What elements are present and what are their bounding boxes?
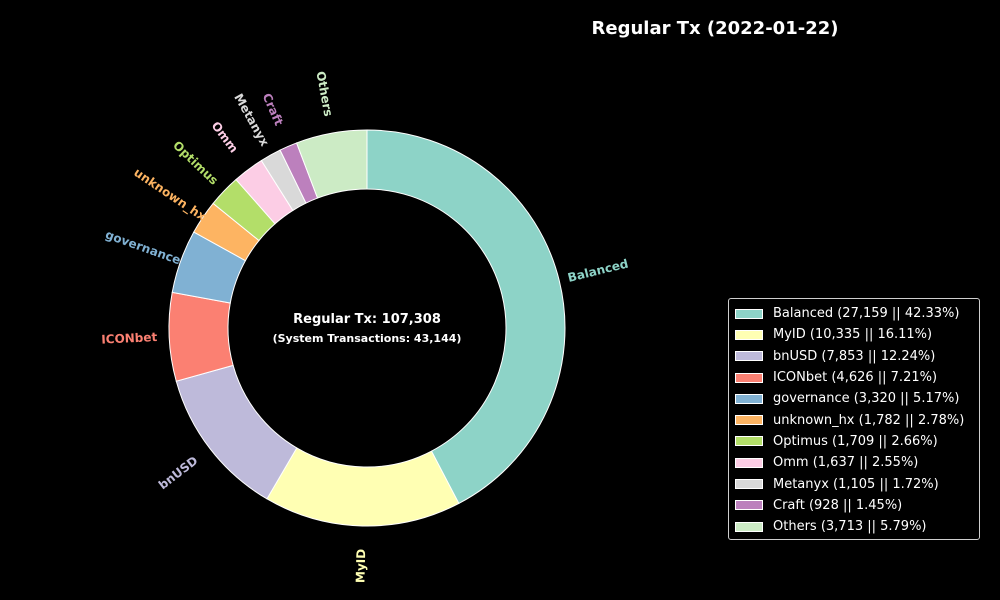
slice-label-unknown-hx: unknown_hx	[131, 165, 209, 224]
slice-myid	[266, 447, 460, 527]
legend-swatch	[735, 436, 763, 447]
slice-others	[295, 129, 368, 199]
legend-swatch	[735, 500, 763, 511]
legend: Balanced (27,159 || 42.33%) MyID (10,335 …	[728, 298, 980, 540]
legend-item: MyID (10,335 || 16.11%)	[735, 324, 979, 345]
legend-label: Metanyx (1,105 || 1.72%)	[773, 476, 939, 492]
legend-label: Balanced (27,159 || 42.33%)	[773, 306, 960, 322]
slice-label-myid: MyID	[353, 549, 368, 584]
legend-label: Omm (1,637 || 2.55%)	[773, 455, 919, 471]
legend-item: Metanyx (1,105 || 1.72%)	[735, 473, 979, 494]
legend-label: governance (3,320 || 5.17%)	[773, 391, 960, 407]
slice-bnusd	[175, 364, 298, 500]
legend-label: Others (3,713 || 5.79%)	[773, 519, 927, 535]
legend-item: bnUSD (7,853 || 12.24%)	[735, 346, 979, 367]
legend-label: ICONbet (4,626 || 7.21%)	[773, 370, 938, 386]
legend-label: Optimus (1,709 || 2.66%)	[773, 433, 938, 449]
slice-label-optimus: Optimus	[170, 138, 221, 187]
legend-swatch	[735, 308, 763, 319]
slices-group	[168, 129, 566, 527]
slice-label-governance: governance	[103, 227, 182, 267]
chart-title: Regular Tx (2022-01-22)	[591, 18, 839, 39]
legend-item: Craft (928 || 1.45%)	[735, 495, 979, 516]
legend-label: unknown_hx (1,782 || 2.78%)	[773, 412, 965, 428]
slice-label-others: Others	[313, 70, 335, 117]
legend-swatch	[735, 415, 763, 426]
legend-swatch	[735, 521, 763, 532]
legend-item: ICONbet (4,626 || 7.21%)	[735, 367, 979, 388]
legend-label: Craft (928 || 1.45%)	[773, 497, 903, 513]
legend-label: bnUSD (7,853 || 12.24%)	[773, 348, 936, 364]
legend-item: Balanced (27,159 || 42.33%)	[735, 303, 979, 324]
legend-swatch	[735, 329, 763, 340]
legend-item: governance (3,320 || 5.17%)	[735, 388, 979, 409]
center-text-total: Regular Tx: 107,308	[293, 312, 441, 327]
slice-label-omm: Omm	[209, 119, 241, 156]
legend-item: Optimus (1,709 || 2.66%)	[735, 431, 979, 452]
slice-iconbet	[168, 291, 234, 382]
legend-swatch	[735, 393, 763, 404]
legend-label: MyID (10,335 || 16.11%)	[773, 327, 933, 343]
slice-label-balanced: Balanced	[566, 257, 629, 285]
legend-swatch	[735, 351, 763, 362]
slice-label-iconbet: ICONbet	[101, 330, 158, 347]
center-text-system: (System Transactions: 43,144)	[273, 332, 462, 345]
legend-swatch	[735, 457, 763, 468]
slice-balanced	[366, 129, 566, 505]
legend-item: Others (3,713 || 5.79%)	[735, 516, 979, 537]
legend-item: Omm (1,637 || 2.55%)	[735, 452, 979, 473]
legend-swatch	[735, 372, 763, 383]
legend-swatch	[735, 479, 763, 490]
slice-label-bnusd: bnUSD	[156, 453, 201, 492]
slice-label-craft: Craft	[260, 91, 286, 128]
legend-item: unknown_hx (1,782 || 2.78%)	[735, 409, 979, 430]
